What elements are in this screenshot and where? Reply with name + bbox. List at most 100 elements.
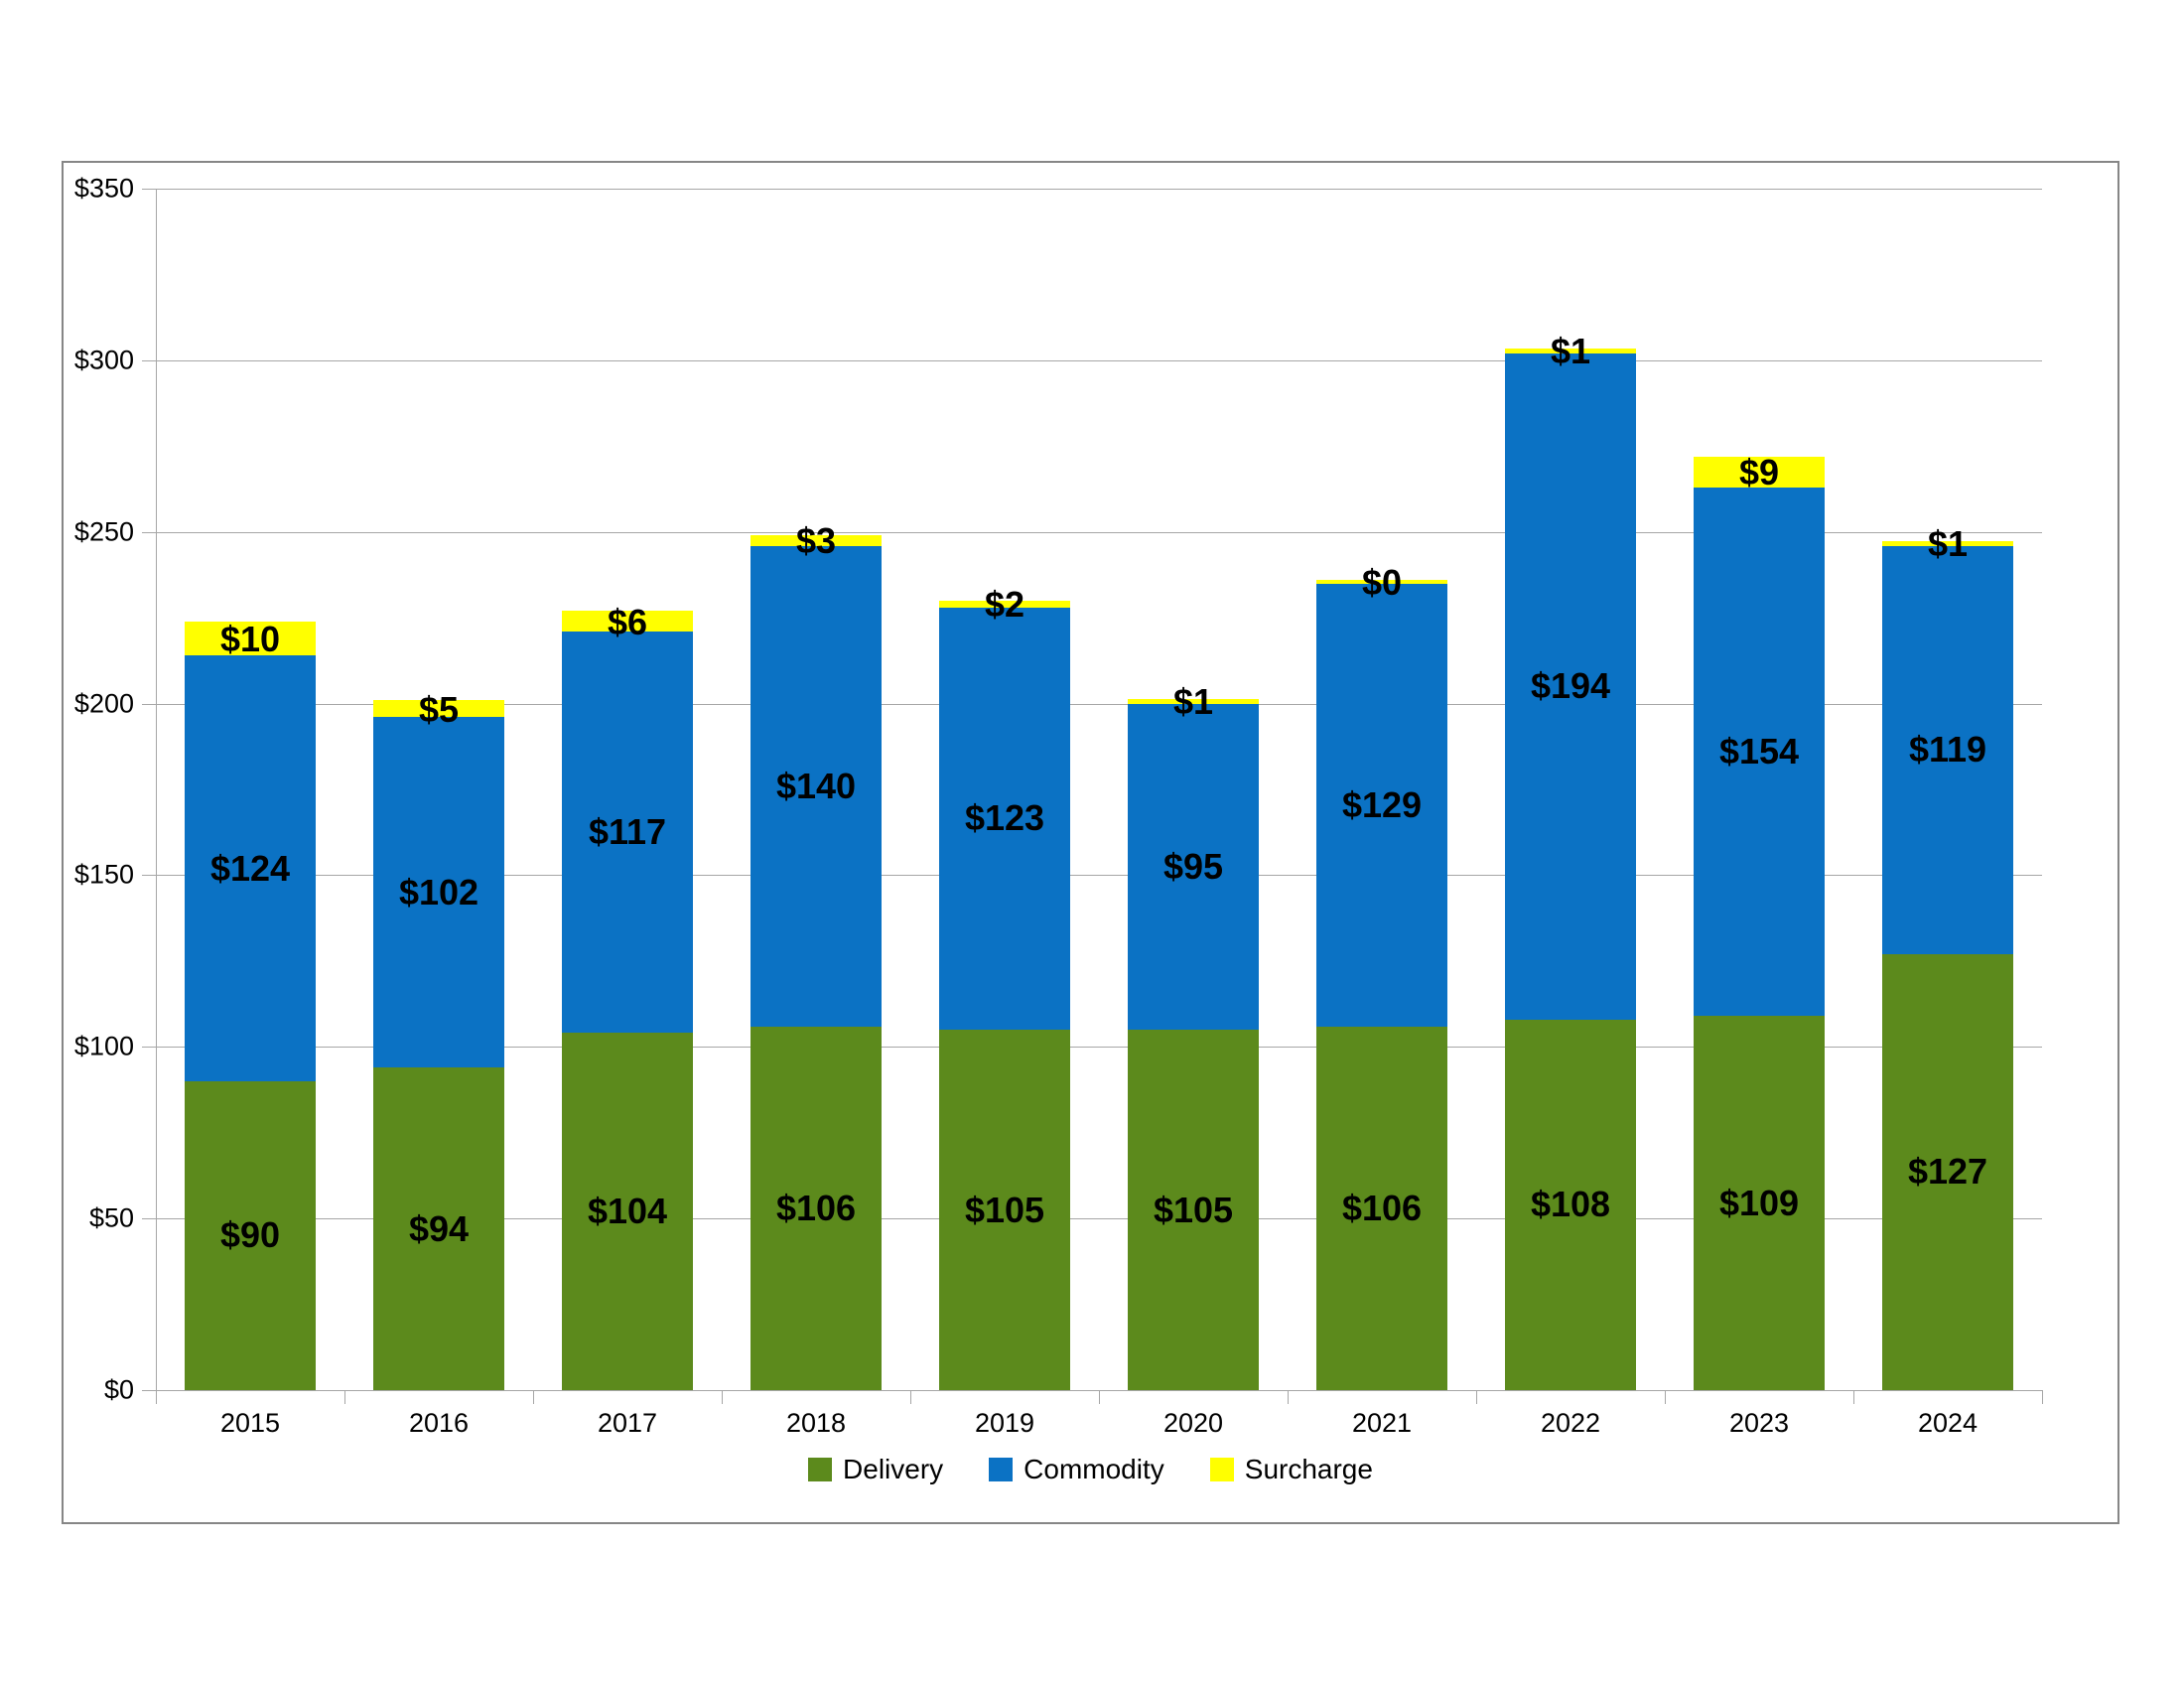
legend-swatch-icon — [808, 1458, 833, 1481]
x-axis-label-2022: 2022 — [1540, 1408, 1601, 1438]
legend-label: Commodity — [1024, 1454, 1164, 1484]
bar-group-2022[interactable]: $108 $194 $1 — [1505, 189, 1636, 1390]
bar-segment-delivery[interactable]: $105 — [1128, 1030, 1259, 1390]
bar-segment-commodity[interactable]: $140 — [751, 545, 882, 1027]
bar-segment-surcharge[interactable] — [1505, 348, 1636, 353]
bar-label-commodity: $124 — [209, 847, 291, 889]
bar-segment-surcharge[interactable] — [373, 700, 504, 718]
y-axis-label: $200 — [73, 688, 134, 719]
bar-segment-surcharge[interactable] — [1128, 698, 1259, 704]
x-axis-tick — [1476, 1390, 1477, 1404]
y-axis-label: $350 — [73, 173, 134, 204]
bar-label-surcharge: $1 — [1927, 523, 1969, 565]
bar-label-delivery: $94 — [408, 1207, 470, 1249]
x-axis-tick — [533, 1390, 534, 1404]
bar-group-2021[interactable]: $106 $129 $0 — [1316, 189, 1447, 1390]
y-axis-label: $300 — [73, 345, 134, 375]
x-axis-tick — [910, 1390, 911, 1404]
y-axis-tick — [142, 703, 156, 705]
bar-segment-commodity[interactable]: $154 — [1694, 487, 1825, 1017]
gridline — [156, 703, 2042, 705]
chart-frame: $0 $50 $100 $150 $200 $250 $300 $350 2015 2016 20… — [62, 161, 2119, 1524]
bar-segment-commodity[interactable]: $117 — [562, 631, 693, 1034]
x-axis-label-2015: 2015 — [219, 1408, 281, 1438]
bar-label-commodity: $154 — [1718, 730, 1800, 772]
bar-label-commodity: $119 — [1908, 729, 1987, 771]
bar-segment-delivery[interactable]: $105 — [939, 1030, 1070, 1390]
bar-segment-commodity[interactable]: $123 — [939, 607, 1070, 1030]
bar-segment-commodity[interactable]: $129 — [1316, 583, 1447, 1027]
bar-segment-surcharge[interactable] — [1316, 579, 1447, 584]
bar-segment-delivery[interactable]: $90 — [185, 1080, 316, 1390]
y-axis-label: $250 — [73, 516, 134, 547]
bar-label-surcharge: $0 — [1361, 561, 1403, 603]
legend-item-delivery[interactable]: Delivery — [808, 1454, 943, 1485]
bar-label-commodity: $194 — [1530, 665, 1611, 707]
bar-label-delivery: $106 — [1341, 1187, 1423, 1228]
bar-group-2019[interactable]: $105 $123 $2 — [939, 189, 1070, 1390]
legend-swatch-icon — [989, 1458, 1014, 1481]
y-axis-tick — [142, 875, 156, 877]
bar-segment-surcharge[interactable] — [185, 621, 316, 656]
y-axis-label: $100 — [73, 1031, 134, 1061]
bar-segment-surcharge[interactable] — [751, 535, 882, 546]
bar-segment-delivery[interactable]: $127 — [1882, 953, 2013, 1390]
legend-swatch-icon — [1209, 1458, 1234, 1481]
x-axis-tick — [1288, 1390, 1289, 1404]
bar-label-delivery: $127 — [1907, 1151, 1988, 1193]
bar-group-2017[interactable]: $104 $117 $6 — [562, 189, 693, 1390]
legend-label: Delivery — [843, 1454, 944, 1484]
y-axis-label: $150 — [73, 859, 134, 890]
bar-group-2020[interactable]: $105 $95 $1 — [1128, 189, 1259, 1390]
bar-label-commodity: $140 — [775, 765, 857, 806]
bar-segment-commodity[interactable]: $194 — [1505, 352, 1636, 1020]
legend-item-commodity[interactable]: Commodity — [989, 1454, 1164, 1485]
x-axis-label-2023: 2023 — [1728, 1408, 1790, 1438]
plot-area: $0 $50 $100 $150 $200 $250 $300 $350 2015 2016 20… — [74, 174, 2043, 1438]
x-axis-label-2024: 2024 — [1917, 1408, 1979, 1438]
bar-label-commodity: $102 — [398, 871, 479, 913]
gridline — [156, 531, 2042, 533]
x-axis-tick — [722, 1390, 723, 1404]
bar-segment-surcharge[interactable] — [939, 600, 1070, 608]
bar-segment-commodity[interactable]: $102 — [373, 717, 504, 1068]
bar-label-delivery: $109 — [1718, 1182, 1800, 1223]
y-axis-tick — [142, 531, 156, 533]
bar-segment-commodity[interactable]: $95 — [1128, 703, 1259, 1030]
bar-segment-delivery[interactable]: $108 — [1505, 1019, 1636, 1390]
y-axis-tick — [142, 359, 156, 361]
x-axis-label-2020: 2020 — [1162, 1408, 1224, 1438]
bar-label-surcharge: $1 — [1550, 331, 1591, 372]
bar-label-delivery: $104 — [587, 1191, 668, 1232]
x-axis-tick — [1853, 1390, 1854, 1404]
gridline — [156, 1218, 2042, 1220]
bar-segment-delivery[interactable]: $106 — [751, 1026, 882, 1390]
bar-label-commodity: $117 — [588, 811, 667, 853]
bar-segment-surcharge[interactable] — [1882, 540, 2013, 546]
bar-label-delivery: $105 — [1153, 1189, 1234, 1230]
bar-segment-commodity[interactable]: $124 — [185, 655, 316, 1081]
bar-label-surcharge: $3 — [795, 520, 837, 562]
bar-group-2016[interactable]: $94 $102 $5 — [373, 189, 504, 1390]
y-axis-line — [156, 189, 157, 1390]
legend-label: Surcharge — [1244, 1454, 1373, 1484]
bar-segment-delivery[interactable]: $94 — [373, 1067, 504, 1390]
x-axis-label-2018: 2018 — [785, 1408, 847, 1438]
gridline — [156, 189, 2042, 190]
bar-group-2024[interactable]: $127 $119 $1 — [1882, 189, 2013, 1390]
bar-segment-surcharge[interactable] — [1694, 456, 1825, 488]
bar-label-surcharge: $2 — [984, 584, 1025, 626]
gridline — [156, 1047, 2042, 1049]
x-axis-label-2017: 2017 — [597, 1408, 658, 1438]
bar-segment-delivery[interactable]: $109 — [1694, 1016, 1825, 1390]
bar-group-2018[interactable]: $106 $140 $3 — [751, 189, 882, 1390]
bar-segment-delivery[interactable]: $106 — [1316, 1026, 1447, 1390]
bar-label-surcharge: $6 — [607, 601, 648, 642]
bar-group-2015[interactable]: $90 $124 $10 — [185, 189, 316, 1390]
bar-segment-commodity[interactable]: $119 — [1882, 545, 2013, 954]
bar-group-2023[interactable]: $109 $154 $9 — [1694, 189, 1825, 1390]
bar-segment-surcharge[interactable] — [562, 611, 693, 632]
legend-item-surcharge[interactable]: Surcharge — [1209, 1454, 1373, 1485]
bar-label-delivery: $105 — [964, 1189, 1045, 1230]
bar-segment-delivery[interactable]: $104 — [562, 1033, 693, 1390]
